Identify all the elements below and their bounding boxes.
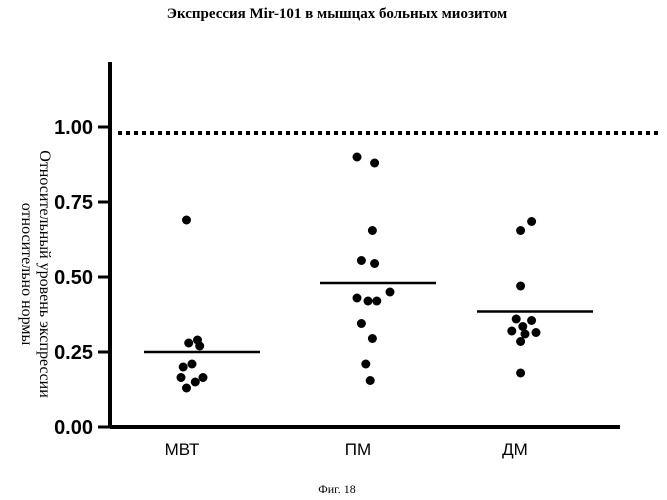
data-point <box>516 368 526 378</box>
data-points <box>176 152 541 393</box>
data-point <box>190 377 200 387</box>
data-point <box>518 322 528 331</box>
data-point <box>531 328 541 337</box>
data-point <box>527 217 537 226</box>
data-point <box>365 376 375 385</box>
y-axis-label-line-2: относительно нормы <box>18 203 35 346</box>
data-point <box>361 359 371 369</box>
data-point <box>507 326 517 336</box>
data-point <box>516 226 526 235</box>
data-point <box>187 359 197 369</box>
y-tick-label: 0.25 <box>54 342 93 364</box>
y-axis-label: Относительный уровень экспрессии относит… <box>18 150 53 398</box>
data-point <box>356 319 366 328</box>
x-category-labels: МВТ ПМ ДМ <box>165 440 528 459</box>
figure-caption: Фиг. 18 <box>318 482 355 496</box>
data-point <box>352 152 362 162</box>
y-tick-label: 1.00 <box>54 117 93 139</box>
data-point <box>516 281 526 291</box>
data-point <box>176 373 186 382</box>
data-point <box>370 259 380 268</box>
data-point <box>520 329 530 339</box>
y-tick-label: 0.50 <box>54 267 93 289</box>
x-category-label: ДМ <box>502 440 528 459</box>
data-point <box>372 296 382 306</box>
data-point <box>195 341 205 351</box>
data-point <box>527 316 537 325</box>
data-point <box>182 383 191 393</box>
chart-title: Экспрессия Mir-101 в мышцах больных миоз… <box>167 6 507 22</box>
data-point <box>356 256 366 265</box>
data-point <box>516 337 526 346</box>
data-point <box>178 362 188 372</box>
data-point <box>367 226 377 235</box>
data-point <box>182 215 191 225</box>
data-point <box>370 158 380 168</box>
y-ticks: 0.00 0.25 0.50 0.75 1.00 <box>54 117 110 439</box>
data-point <box>198 373 208 382</box>
data-point <box>511 314 521 324</box>
x-category-label: ПМ <box>345 440 371 459</box>
mean-lines <box>144 281 593 354</box>
y-tick-label: 0.75 <box>54 192 93 214</box>
data-point <box>367 334 377 343</box>
y-tick-label: 0.00 <box>54 417 93 439</box>
y-axis-label-line-1: Относительный уровень экспрессии <box>36 150 53 398</box>
data-point <box>385 287 395 297</box>
data-point <box>363 296 373 306</box>
x-category-label: МВТ <box>165 440 200 459</box>
data-point <box>352 293 362 303</box>
data-point <box>184 338 194 348</box>
